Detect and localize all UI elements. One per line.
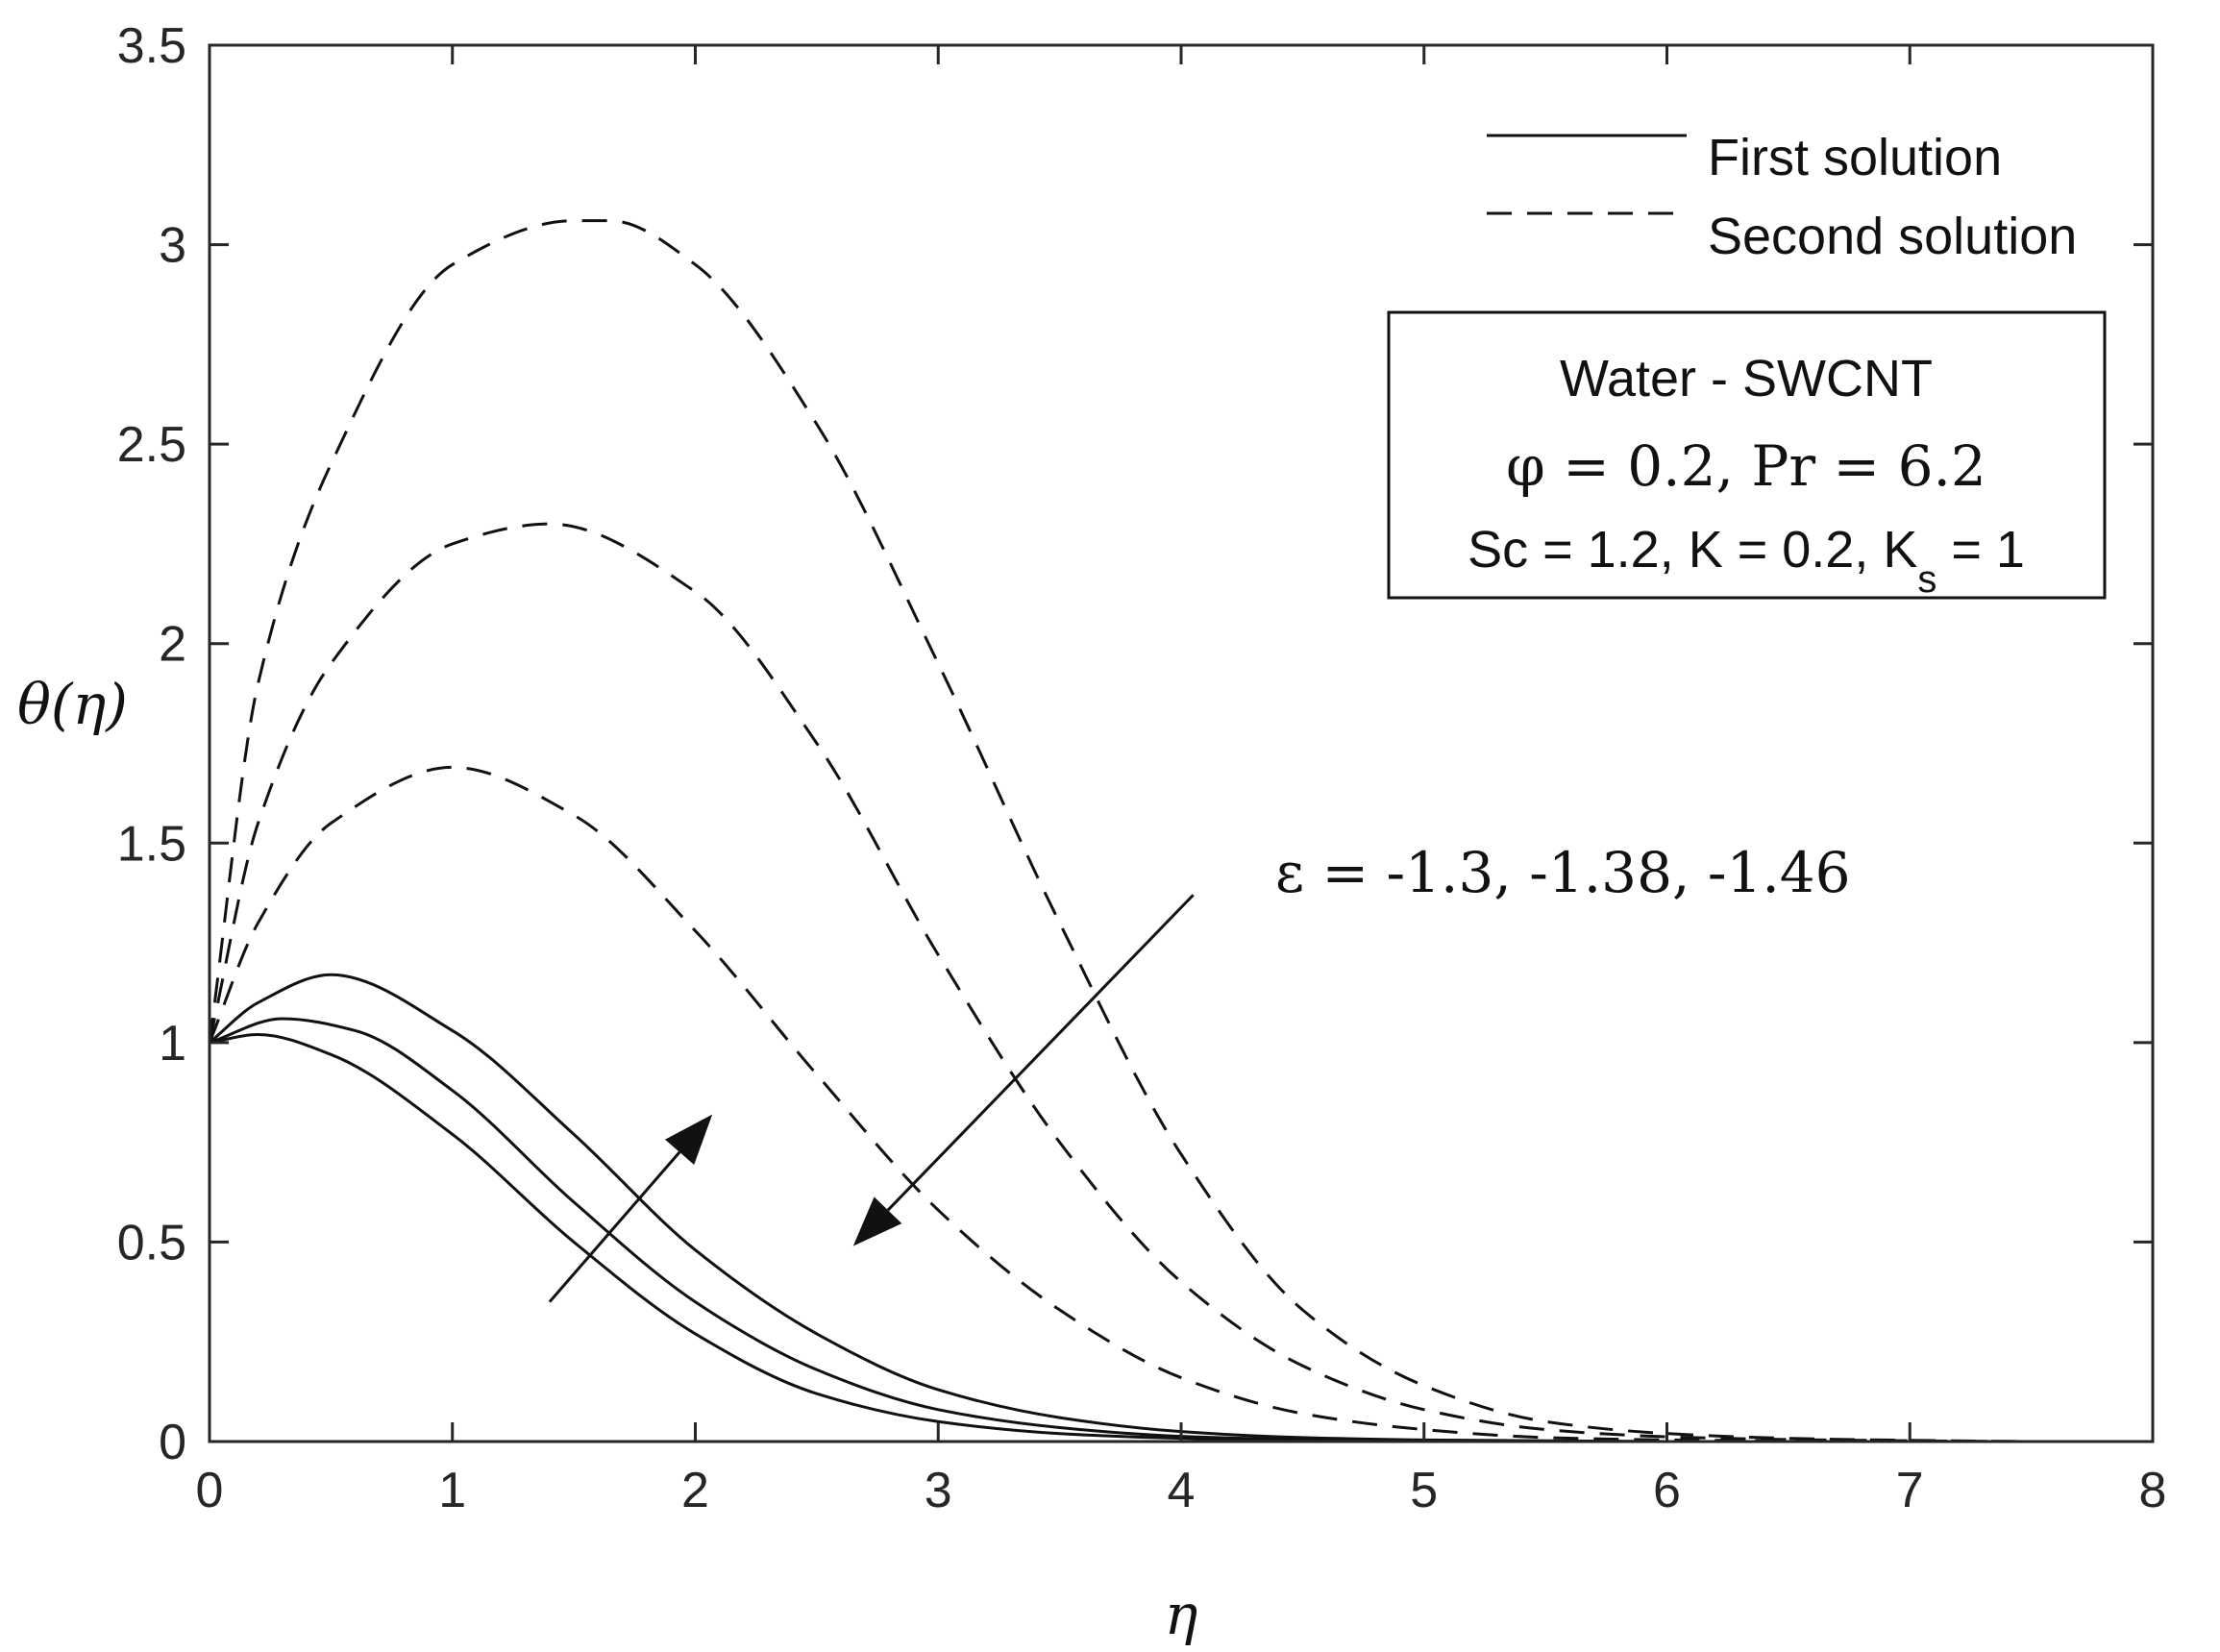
y-axis-label: θ(η) — [17, 672, 128, 737]
x-tick-label: 0 — [196, 1463, 224, 1518]
y-tick-label: 1 — [159, 1016, 186, 1072]
x-tick-label: 2 — [681, 1463, 709, 1518]
second-solution-curve-1 — [210, 219, 2032, 1442]
y-tick-label: 3.5 — [117, 18, 186, 74]
x-tick-labels: 0 1 2 3 4 5 6 7 8 — [196, 1463, 2167, 1518]
parameter-box-frame — [1387, 310, 2107, 600]
parameter-box-line-3-main: Sc = 1.2, K = 0.2, K — [1468, 521, 1917, 579]
x-tick-label: 7 — [1896, 1463, 1924, 1518]
parameter-box-line-2: φ = 0.2, Pr = 6.2 — [1506, 433, 1986, 499]
y-tick-label: 2 — [159, 617, 186, 673]
x-axis-label: η — [1165, 1582, 1198, 1647]
x-tick-label: 5 — [1410, 1463, 1438, 1518]
y-tick-label: 1.5 — [117, 816, 186, 872]
tick-marks — [208, 43, 2155, 1443]
second-solution-curve-2 — [210, 522, 2032, 1442]
legend-first-solution-label: First solution — [1708, 129, 2002, 186]
y-tick-labels: 0 0.5 1 1.5 2 2.5 3 3.5 — [117, 18, 186, 1470]
parameter-box-line-3-subscript: s — [1917, 558, 1936, 601]
x-tick-label: 1 — [438, 1463, 466, 1518]
x-tick-label: 6 — [1653, 1463, 1681, 1518]
second-solution-arrow-head — [852, 1196, 902, 1246]
x-tick-label: 3 — [925, 1463, 952, 1518]
legend-second-solution-label: Second solution — [1708, 208, 2077, 265]
second-solution-arrow-shaft — [886, 894, 1195, 1212]
parameter-box-line-3-end: = 1 — [1936, 521, 2025, 579]
parameter-box: Water - SWCNT φ = 0.2, Pr = 6.2 Sc = 1.2… — [1387, 310, 2107, 601]
arrows — [548, 894, 1195, 1303]
parameter-box-line-3: Sc = 1.2, K = 0.2, Ks = 1 — [1468, 521, 2025, 601]
x-tick-label: 8 — [2139, 1463, 2167, 1518]
y-tick-label: 2.5 — [117, 417, 186, 473]
epsilon-annotation: ε = -1.3, -1.38, -1.46 — [1275, 840, 1851, 905]
y-tick-label: 0 — [159, 1415, 186, 1470]
y-tick-label: 0.5 — [117, 1215, 186, 1270]
legend: First solution Second solution — [1487, 129, 2077, 265]
parameter-box-line-1: Water - SWCNT — [1560, 350, 1933, 407]
x-tick-label: 4 — [1168, 1463, 1196, 1518]
first-solution-arrow-shaft — [548, 1150, 681, 1303]
plot-area — [210, 45, 2153, 1442]
first-solution-arrow-head — [665, 1114, 713, 1165]
y-tick-label: 3 — [159, 218, 186, 274]
